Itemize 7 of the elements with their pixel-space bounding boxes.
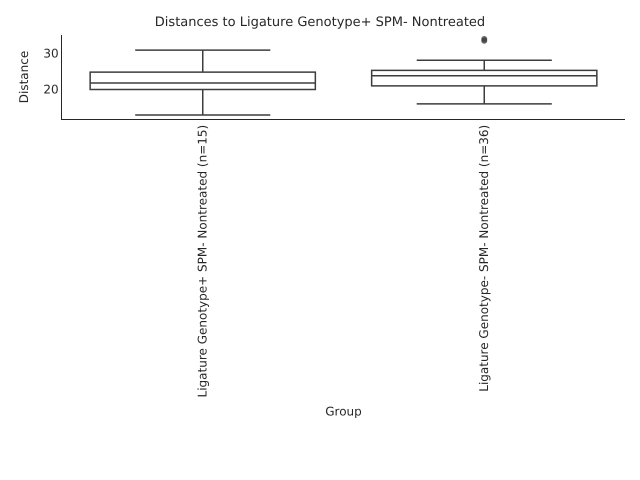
x-axis-title: Group	[325, 404, 362, 418]
y-tick-label: 20	[43, 82, 59, 97]
y-axis-title: Distance	[17, 50, 31, 104]
x-tick-label: Ligature Genotype- SPM- Nontreated (n=36)	[477, 124, 492, 392]
y-tick-label: 30	[43, 46, 59, 61]
chart-title: Distances to Ligature Genotype+ SPM- Nontreated	[154, 14, 486, 30]
x-tick-label: Ligature Genotype+ SPM- Nontreated (n=15)	[196, 124, 210, 398]
